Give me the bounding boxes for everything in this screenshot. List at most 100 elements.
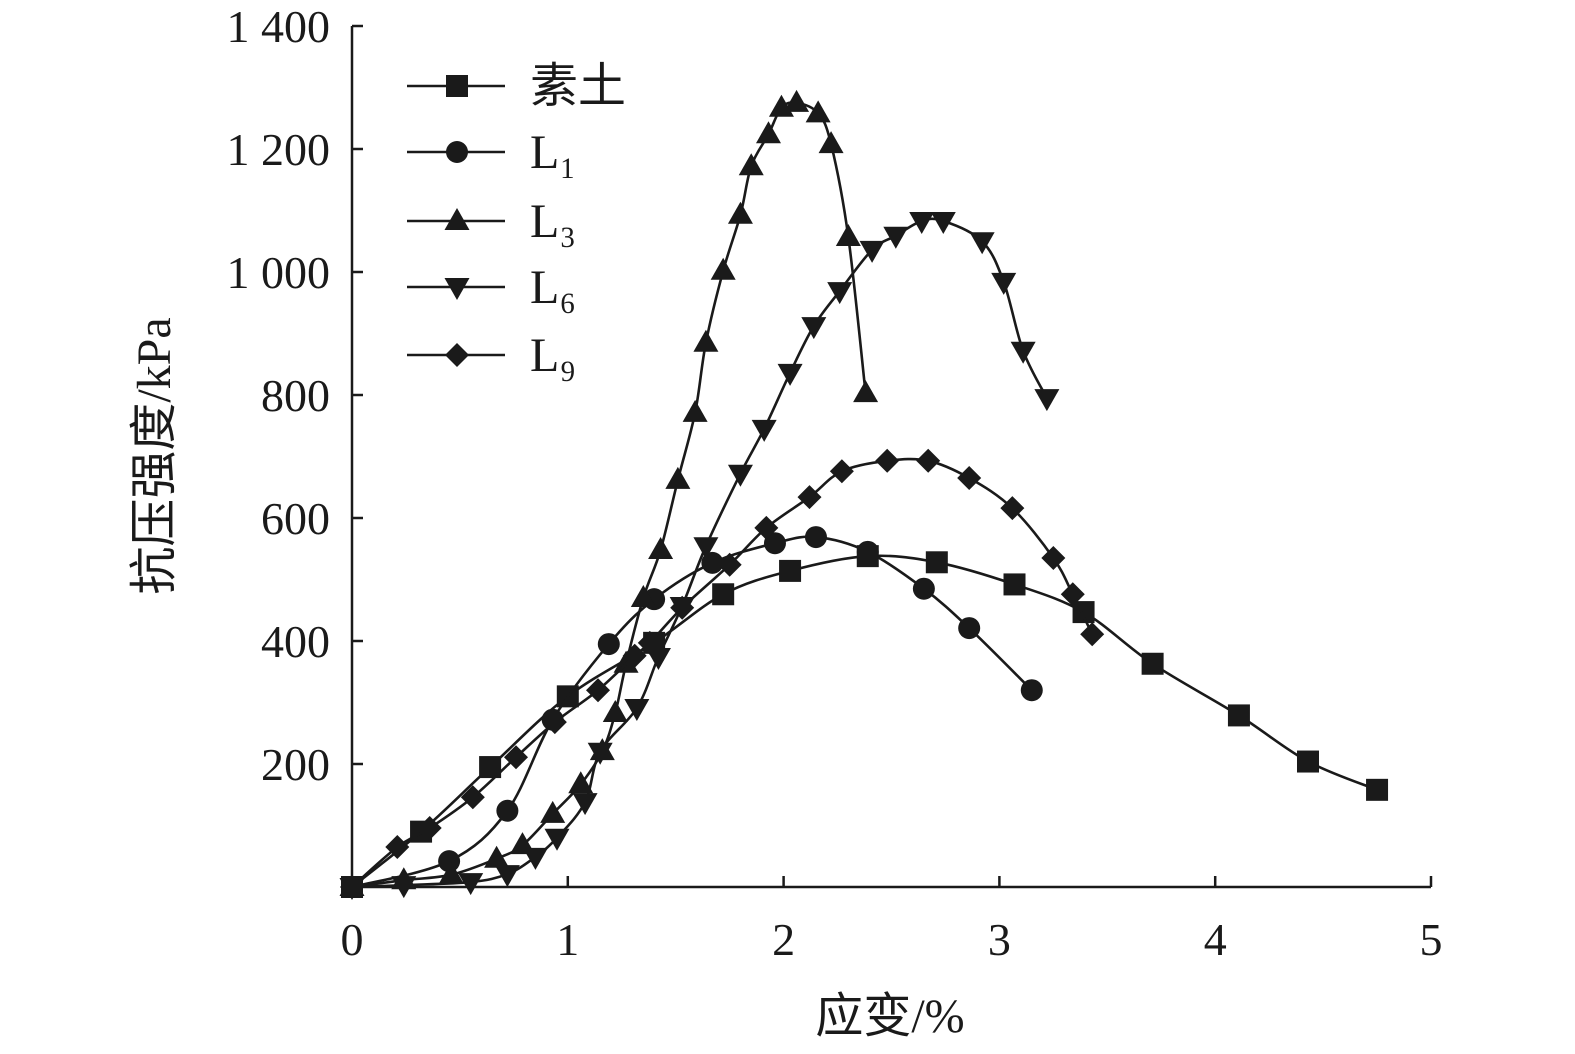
series-2-point-12	[665, 466, 691, 489]
legend-item-4: L₉	[407, 329, 576, 382]
y-axis-title: 抗压强度/kPa	[128, 317, 181, 594]
series-2-point-6	[568, 771, 594, 794]
series-4	[340, 448, 1105, 899]
legend-item-1: L₁	[407, 126, 576, 179]
series-0-point-6	[779, 559, 802, 582]
axes: 200 400 600 800 1 000 1 200 1 400 0 1 2 3 4 5	[227, 1, 1443, 965]
x-tick-label-1: 1	[556, 914, 579, 965]
series-3-point-17	[859, 240, 885, 263]
x-tick-label-4: 4	[1204, 914, 1227, 965]
series-2-point-24	[853, 380, 879, 403]
series-2-point-5	[540, 800, 566, 823]
legend-item-0: 素土	[407, 60, 626, 113]
series-4-point-3	[460, 785, 485, 810]
x-tick-label-2: 2	[772, 914, 795, 965]
series-0-point-12	[1227, 704, 1250, 727]
series-2-point-16	[727, 201, 753, 224]
series-4-point-11	[754, 515, 779, 540]
series-1-point-7	[763, 532, 786, 555]
series-line-4	[351, 457, 1094, 888]
y-tick-label-5: 1 200	[227, 124, 331, 175]
series-3-point-15	[801, 317, 827, 340]
legend-marker-0	[446, 75, 468, 97]
series-4-point-18	[1041, 545, 1066, 570]
series-1-point-4	[597, 633, 620, 656]
series-2	[339, 89, 879, 896]
legend-label-0: 素土	[530, 60, 626, 113]
series-4-point-14	[875, 448, 900, 473]
legend-marker-2	[444, 208, 470, 230]
series-4-point-12	[797, 485, 822, 510]
series-4-point-15	[916, 448, 941, 473]
y-tick-label-6: 1 400	[227, 1, 331, 52]
series-3	[339, 211, 1060, 900]
series-3-point-24	[1034, 389, 1060, 412]
series-4-point-20	[1080, 622, 1105, 647]
series-0-point-2	[479, 756, 502, 779]
series-4-point-19	[1060, 582, 1085, 607]
series-2-point-2	[438, 861, 464, 884]
series-4-point-2	[417, 815, 442, 840]
series-3-point-16	[827, 282, 853, 305]
series-1-point-8	[804, 526, 827, 549]
x-axis-title: 应变/%	[815, 990, 964, 1043]
series-1-point-2	[496, 799, 519, 822]
series-4-point-13	[829, 459, 854, 484]
series-2-point-15	[710, 257, 736, 280]
y-tick-label-4: 1 000	[227, 247, 331, 298]
series-2-point-23	[835, 223, 861, 246]
series-2-point-3	[484, 845, 510, 868]
series-1-point-1	[438, 850, 461, 873]
series-4-point-5	[542, 710, 567, 735]
legend-label-1: L₁	[530, 126, 576, 179]
series-4-point-6	[586, 678, 611, 703]
series-2-point-9	[613, 650, 639, 673]
legend-marker-1	[446, 141, 468, 163]
series-3-point-6	[572, 793, 598, 816]
y-tick-label-2: 600	[261, 493, 330, 544]
series-3-point-12	[727, 464, 753, 487]
legend-label-4: L₉	[530, 329, 576, 382]
series-4-point-10	[717, 552, 742, 577]
series-2-point-11	[648, 536, 674, 559]
series-2-point-20	[784, 89, 810, 112]
series-0-point-9	[1003, 573, 1026, 596]
series-0-point-10	[1072, 601, 1095, 624]
series-3-point-22	[991, 272, 1017, 295]
x-tick-label-5: 5	[1420, 914, 1443, 965]
series-0-point-5	[712, 583, 735, 606]
series-3-point-2	[458, 873, 484, 896]
series-4-point-4	[504, 745, 529, 770]
series-2-point-13	[682, 399, 708, 422]
series-2-point-21	[805, 100, 831, 123]
series-3-point-7	[587, 742, 613, 765]
series-0-point-8	[925, 551, 948, 574]
series-0-point-11	[1141, 652, 1164, 675]
y-tick-label-1: 400	[261, 616, 330, 667]
series-0-point-14	[1366, 778, 1389, 801]
series-1-point-11	[958, 617, 981, 640]
series-2-point-18	[755, 121, 781, 144]
legend: 素土 L₁ L₃ L₆ L₉	[407, 60, 626, 382]
series-3-point-8	[624, 699, 650, 722]
y-tick-label-3: 800	[261, 370, 330, 421]
legend-marker-3	[444, 278, 470, 300]
legend-label-2: L₃	[530, 195, 576, 248]
series-3-point-3	[494, 865, 520, 888]
series-4-point-8	[637, 630, 662, 655]
series-4-point-16	[957, 466, 982, 491]
series-1-point-12	[1020, 679, 1043, 702]
series-3-point-14	[777, 363, 803, 386]
series-4-point-7	[622, 643, 647, 668]
series-3-point-20	[930, 211, 956, 234]
series-3-point-5	[544, 828, 570, 851]
series-1-point-9	[856, 540, 879, 563]
series-3-point-23	[1010, 341, 1036, 364]
series-0	[341, 545, 1389, 898]
series-2-point-10	[630, 584, 656, 607]
series-3-point-18	[883, 226, 909, 249]
legend-label-3: L₆	[530, 261, 576, 314]
series-3-point-11	[693, 537, 719, 560]
series-layer	[339, 89, 1389, 900]
